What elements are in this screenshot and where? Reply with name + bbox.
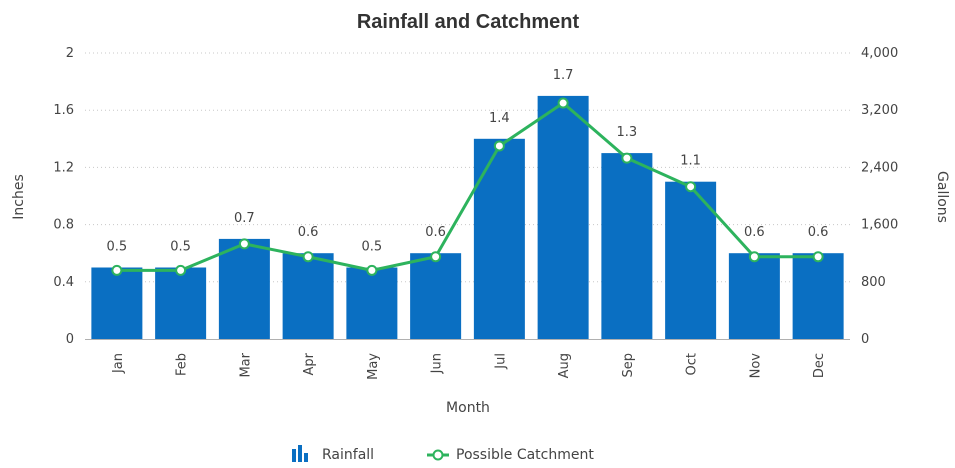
x-tick-label: Dec [812, 353, 827, 378]
axes: 0 0 0.4 800 0.8 1,600 1.2 2,400 1.6 3,200 2 4,000 Ja… [53, 46, 898, 380]
x-tick-label: Oct [685, 353, 700, 375]
bar-value-label: 0.5 [107, 240, 128, 255]
bar-value-label: 0.6 [298, 225, 319, 240]
legend: Rainfall Possible Catchment [292, 445, 594, 463]
legend-item-catchment[interactable]: Possible Catchment [427, 447, 594, 463]
bar-chart-icon [292, 445, 308, 462]
legend-label-rainfall: Rainfall [322, 447, 374, 463]
bar-jul[interactable] [473, 138, 525, 339]
bar-value-label: 0.6 [744, 225, 765, 240]
catchment-point-jul[interactable] [493, 140, 505, 152]
y-tick-label: 1.6 [53, 103, 74, 118]
bar-mar[interactable] [218, 238, 270, 339]
x-tick-label: Feb [175, 353, 190, 376]
bar-value-label: 1.3 [617, 125, 638, 140]
x-tick-label: Sep [621, 353, 636, 378]
bars [91, 95, 844, 340]
y2-axis-title: Gallons [934, 171, 950, 223]
gridlines [85, 52, 850, 283]
bar-dec[interactable] [792, 253, 844, 339]
y-tick-label: 2 [66, 46, 74, 61]
x-tick-label: May [366, 353, 381, 380]
catchment-point-jan[interactable] [111, 264, 123, 276]
catchment-point-sep[interactable] [621, 152, 633, 164]
y2-tick-label: 800 [861, 275, 886, 290]
data-labels: 0.5 0.5 0.7 0.6 0.5 0.6 1.4 1.7 1.3 1.1 0.6 0.6 [107, 68, 829, 255]
x-tick-label: Jan [111, 353, 126, 374]
bar-sep[interactable] [601, 153, 653, 339]
x-tick-label: Mar [238, 352, 253, 377]
y-tick-label: 0.4 [53, 275, 74, 290]
y2-tick-label: 2,400 [861, 160, 898, 175]
catchment-point-aug[interactable] [557, 97, 569, 109]
bar-aug[interactable] [537, 95, 589, 340]
bar-may[interactable] [346, 267, 398, 340]
bar-value-label: 1.7 [553, 68, 574, 83]
bar-value-label: 0.5 [362, 240, 383, 255]
x-tick-label: Aug [557, 353, 572, 378]
catchment-point-dec[interactable] [812, 251, 824, 263]
catchment-point-may[interactable] [366, 264, 378, 276]
catchment-point-jun[interactable] [430, 251, 442, 263]
y-tick-label: 0.8 [53, 218, 74, 233]
bar-value-label: 0.7 [234, 211, 255, 226]
catchment-line [111, 97, 824, 276]
chart-title: Rainfall and Catchment [357, 11, 580, 33]
catchment-point-oct[interactable] [685, 181, 697, 193]
y2-tick-label: 0 [861, 332, 869, 347]
x-tick-label: Nov [748, 353, 763, 379]
bar-value-label: 1.1 [680, 154, 701, 169]
line-marker-icon [427, 449, 449, 461]
catchment-series-line [116, 101, 819, 272]
bar-value-label: 0.6 [808, 225, 829, 240]
bar-value-label: 0.6 [425, 225, 446, 240]
bar-nov[interactable] [728, 253, 780, 339]
y2-tick-label: 1,600 [861, 218, 898, 233]
x-axis-title: Month [446, 400, 490, 416]
bar-value-label: 0.5 [170, 240, 191, 255]
x-tick-label: Jul [493, 353, 508, 370]
catchment-point-apr[interactable] [302, 251, 314, 263]
catchment-point-nov[interactable] [748, 251, 760, 263]
y-tick-label: 1.2 [53, 160, 74, 175]
legend-label-catchment: Possible Catchment [456, 447, 594, 463]
y-axis-title: Inches [11, 174, 27, 219]
bar-value-label: 1.4 [489, 111, 510, 126]
bar-apr[interactable] [282, 253, 334, 339]
bar-feb[interactable] [155, 267, 207, 340]
bar-jun[interactable] [410, 253, 462, 339]
y2-tick-label: 3,200 [861, 103, 898, 118]
x-tick-label: Jun [430, 353, 445, 374]
y-tick-label: 0 [66, 332, 74, 347]
y2-tick-label: 4,000 [861, 46, 898, 61]
legend-item-rainfall[interactable]: Rainfall [292, 445, 374, 463]
bar-jan[interactable] [91, 267, 143, 340]
catchment-point-feb[interactable] [175, 264, 187, 276]
bar-oct[interactable] [665, 181, 717, 339]
catchment-point-mar[interactable] [238, 238, 250, 250]
x-tick-label: Apr [302, 352, 317, 375]
